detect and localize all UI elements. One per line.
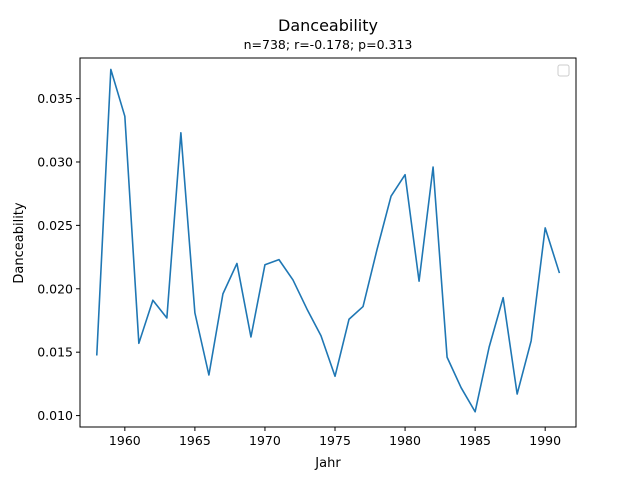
x-tick-label: 1985 [459, 433, 491, 448]
y-tick-label: 0.015 [37, 345, 73, 360]
chart-title: Danceability [278, 16, 378, 35]
x-tick-label: 1975 [319, 433, 351, 448]
x-axis-label: Jahr [314, 456, 341, 471]
x-tick-label: 1980 [389, 433, 421, 448]
y-tick-label: 0.025 [37, 218, 73, 233]
series-line [95, 68, 561, 413]
plot-area [95, 68, 561, 413]
chart-subtitle: n=738; r=-0.178; p=0.313 [244, 37, 413, 52]
x-tick-label: 1990 [529, 433, 561, 448]
y-tick-label: 0.035 [37, 91, 73, 106]
y-tick-label: 0.030 [37, 154, 73, 169]
y-tick-label: 0.020 [37, 281, 73, 296]
x-tick-label: 1970 [249, 433, 281, 448]
x-tick-label: 1965 [179, 433, 211, 448]
axis-ticks: 1960 1965 1970 1975 1980 1985 1990 0.010 0.015 0.… [37, 91, 561, 448]
y-axis-label: Danceability [12, 202, 27, 284]
x-tick-label: 1960 [109, 433, 141, 448]
plot-frame [79, 57, 577, 428]
y-tick-label: 0.010 [37, 408, 73, 423]
legend-box [557, 64, 570, 77]
